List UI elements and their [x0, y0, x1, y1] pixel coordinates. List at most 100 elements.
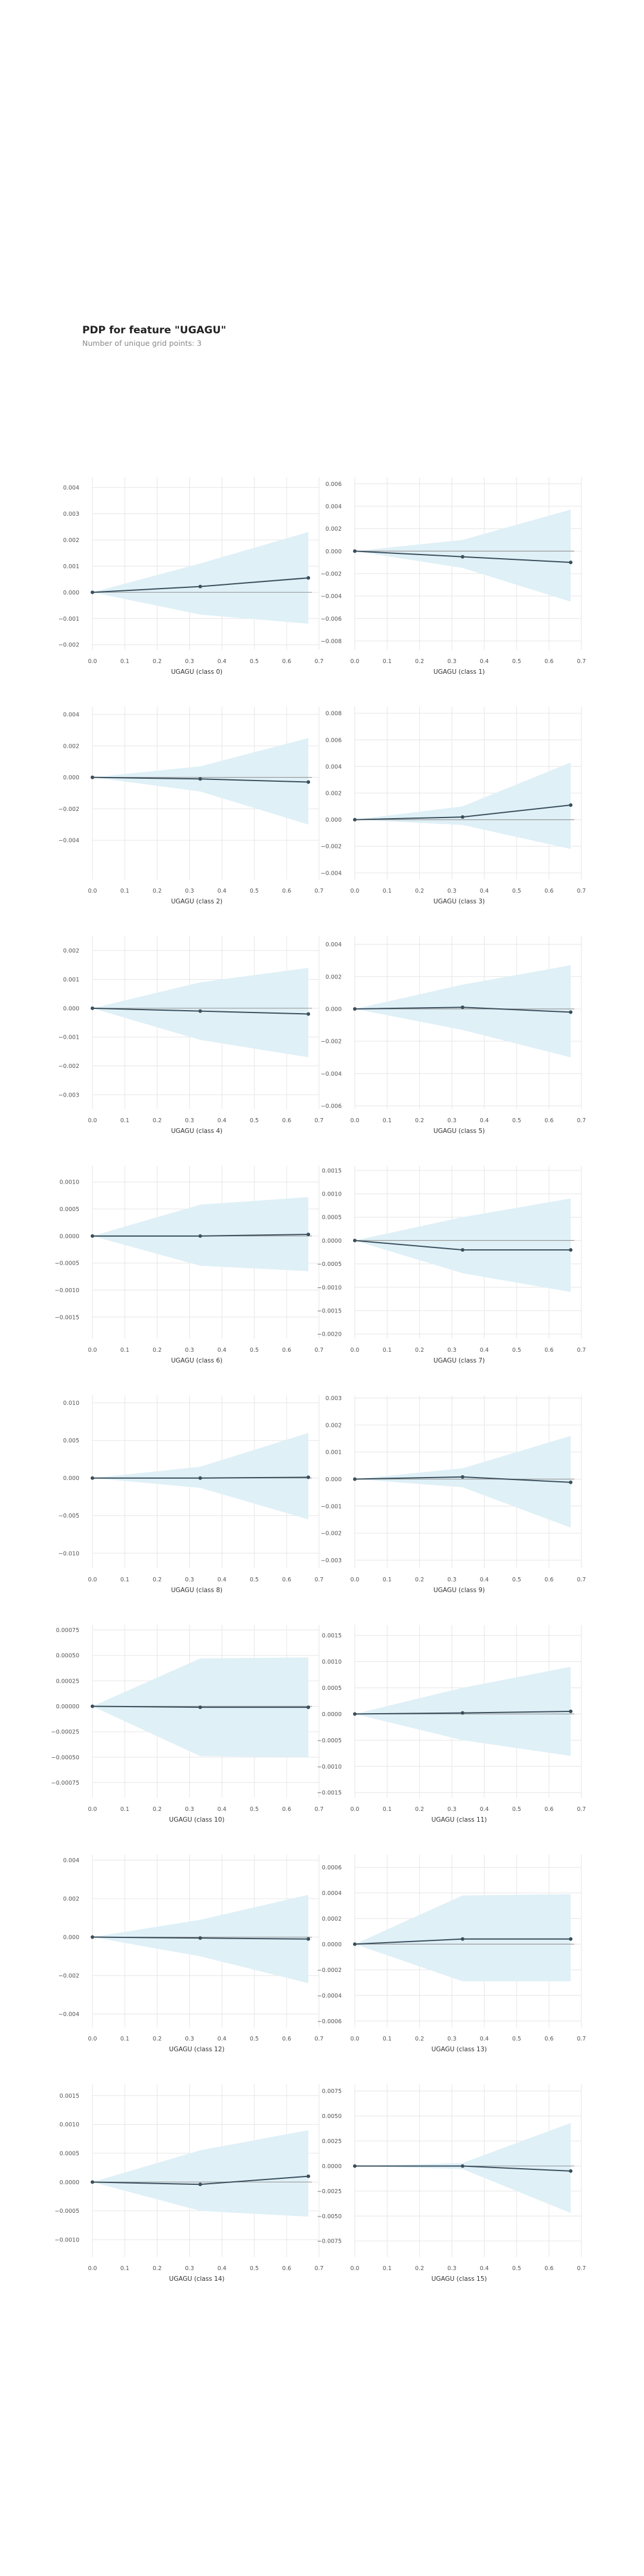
x-tick-label: 0.2 [415, 1577, 424, 1583]
x-tick-label: 0.1 [383, 1117, 392, 1124]
x-tick-label: 0.4 [480, 658, 489, 665]
y-tick-label: 0.002 [63, 743, 79, 750]
x-tick-label: 0.4 [218, 2036, 227, 2042]
y-tick-label: 0.000 [63, 775, 79, 781]
x-tick-label: 0.5 [250, 2036, 259, 2042]
pdp-point [91, 1006, 94, 1010]
x-tick-label: 0.1 [383, 658, 392, 665]
x-tick-label: 0.2 [153, 1347, 162, 1354]
x-axis-label: UGAGU (class 4) [171, 1128, 222, 1135]
x-axis-label: UGAGU (class 10) [169, 1816, 225, 1823]
pdp-point [306, 1705, 311, 1710]
x-tick-label: 0.2 [415, 2036, 424, 2042]
x-tick-label: 0.3 [447, 2036, 456, 2042]
y-tick-label: −0.0015 [317, 1790, 342, 1797]
y-tick-label: −0.001 [321, 1503, 342, 1510]
pdp-point [306, 1012, 311, 1016]
x-tick-label: 0.6 [544, 1347, 553, 1354]
chart-subtitle: Number of unique grid points: 3 [82, 339, 202, 348]
y-tick-label: 0.0000 [322, 1942, 342, 1948]
x-tick-label: 0.7 [314, 2036, 323, 2042]
y-tick-label: 0.0015 [322, 1633, 342, 1639]
y-tick-label: 0.002 [326, 791, 342, 797]
y-tick-label: −0.002 [58, 642, 79, 649]
x-tick-label: 0.5 [250, 2265, 259, 2272]
y-tick-label: −0.002 [321, 1039, 342, 1045]
x-tick-label: 0.6 [544, 2265, 553, 2272]
y-tick-label: 0.000 [326, 1006, 342, 1013]
y-tick-label: 0.0075 [322, 2088, 342, 2095]
x-tick-label: 0.0 [350, 2036, 359, 2042]
x-tick-label: 0.1 [120, 1347, 129, 1354]
y-tick-label: −0.00025 [51, 1729, 79, 1736]
x-tick-label: 0.5 [512, 1347, 521, 1354]
x-tick-label: 0.7 [577, 1806, 586, 1813]
x-axis-label: UGAGU (class 14) [169, 2275, 225, 2283]
x-tick-label: 0.0 [88, 1117, 97, 1124]
x-tick-label: 0.7 [577, 658, 586, 665]
subplot-class-7: 0.0 0.1 0.2 0.3 0.4 0.5 0.6 0.7 0.0015 0.0010 0.00… [317, 1166, 586, 1364]
y-tick-label: 0.0005 [60, 1206, 79, 1213]
y-tick-label: −0.004 [321, 1071, 342, 1078]
pdp-point [460, 1711, 465, 1715]
subplot-class-10: 0.0 0.1 0.2 0.3 0.4 0.5 0.6 0.7 0.00075 0.00050 0.… [51, 1625, 324, 1823]
x-tick-label: 0.3 [447, 1577, 456, 1583]
pdp-point [198, 2182, 202, 2187]
x-tick-label: 0.3 [185, 1347, 194, 1354]
x-tick-label: 0.2 [153, 2265, 162, 2272]
x-tick-label: 0.7 [577, 1347, 586, 1354]
y-tick-label: −0.0010 [55, 1287, 79, 1294]
y-tick-label: 0.0000 [60, 2179, 79, 2186]
pdp-point [569, 1710, 573, 1713]
x-tick-label: 0.1 [120, 2036, 129, 2042]
x-tick-label: 0.0 [350, 658, 359, 665]
y-tick-label: 0.000 [326, 1476, 342, 1483]
x-tick-label: 0.2 [415, 888, 424, 894]
x-tick-label: 0.5 [250, 1577, 259, 1583]
x-tick-label: 0.2 [415, 1806, 424, 1813]
pdp-point [569, 1010, 573, 1014]
pdp-point [569, 803, 573, 807]
pdp-point [198, 584, 202, 589]
y-tick-label: 0.0010 [60, 2122, 79, 2128]
subplot-class-2: 0.0 0.1 0.2 0.3 0.4 0.5 0.6 0.7 0.004 0.002 0.000 −… [58, 707, 324, 905]
x-tick-label: 0.6 [282, 1347, 291, 1354]
y-tick-label: 0.0010 [60, 1179, 79, 1186]
pdp-point [91, 1234, 94, 1238]
pdp-point [569, 1937, 573, 1941]
x-tick-label: 0.4 [480, 1577, 489, 1583]
x-tick-label: 0.4 [218, 1577, 227, 1583]
x-tick-label: 0.5 [250, 1347, 259, 1354]
x-tick-label: 0.0 [350, 1806, 359, 1813]
subplot-class-11: 0.0 0.1 0.2 0.3 0.4 0.5 0.6 0.7 0.0015 0.0010 0.00… [317, 1625, 586, 1823]
x-tick-label: 0.4 [218, 1806, 227, 1813]
confidence-band [355, 2123, 571, 2213]
pdp-point [91, 590, 94, 595]
y-tick-label: 0.001 [326, 1450, 342, 1456]
y-tick-label: 0.000 [63, 590, 79, 596]
x-axis-label: UGAGU (class 0) [171, 668, 222, 676]
x-tick-label: 0.6 [282, 2036, 291, 2042]
x-tick-label: 0.2 [153, 1577, 162, 1583]
x-tick-label: 0.2 [153, 2036, 162, 2042]
y-tick-label: 0.000 [326, 549, 342, 555]
y-tick-label: 0.0005 [322, 1215, 342, 1221]
y-tick-label: 0.00025 [56, 1678, 79, 1685]
x-tick-label: 0.3 [447, 1117, 456, 1124]
x-tick-label: 0.0 [350, 888, 359, 894]
y-tick-label: 0.004 [63, 485, 79, 491]
pdp-point [91, 775, 94, 779]
x-tick-label: 0.1 [120, 1117, 129, 1124]
x-axis-label: UGAGU (class 9) [434, 1587, 485, 1594]
subplot-class-4: 0.0 0.1 0.2 0.3 0.4 0.5 0.6 0.7 0.002 0.001 0.000 −… [58, 936, 324, 1135]
y-tick-label: −0.0010 [55, 2237, 79, 2244]
x-tick-label: 0.7 [577, 1117, 586, 1124]
x-tick-label: 0.3 [185, 2265, 194, 2272]
y-tick-label: −0.004 [58, 838, 79, 844]
x-tick-label: 0.1 [120, 1806, 129, 1813]
x-tick-label: 0.4 [218, 658, 227, 665]
y-tick-label: 0.0050 [322, 2113, 342, 2120]
x-tick-label: 0.5 [512, 1806, 521, 1813]
y-tick-label: 0.000 [63, 1934, 79, 1941]
